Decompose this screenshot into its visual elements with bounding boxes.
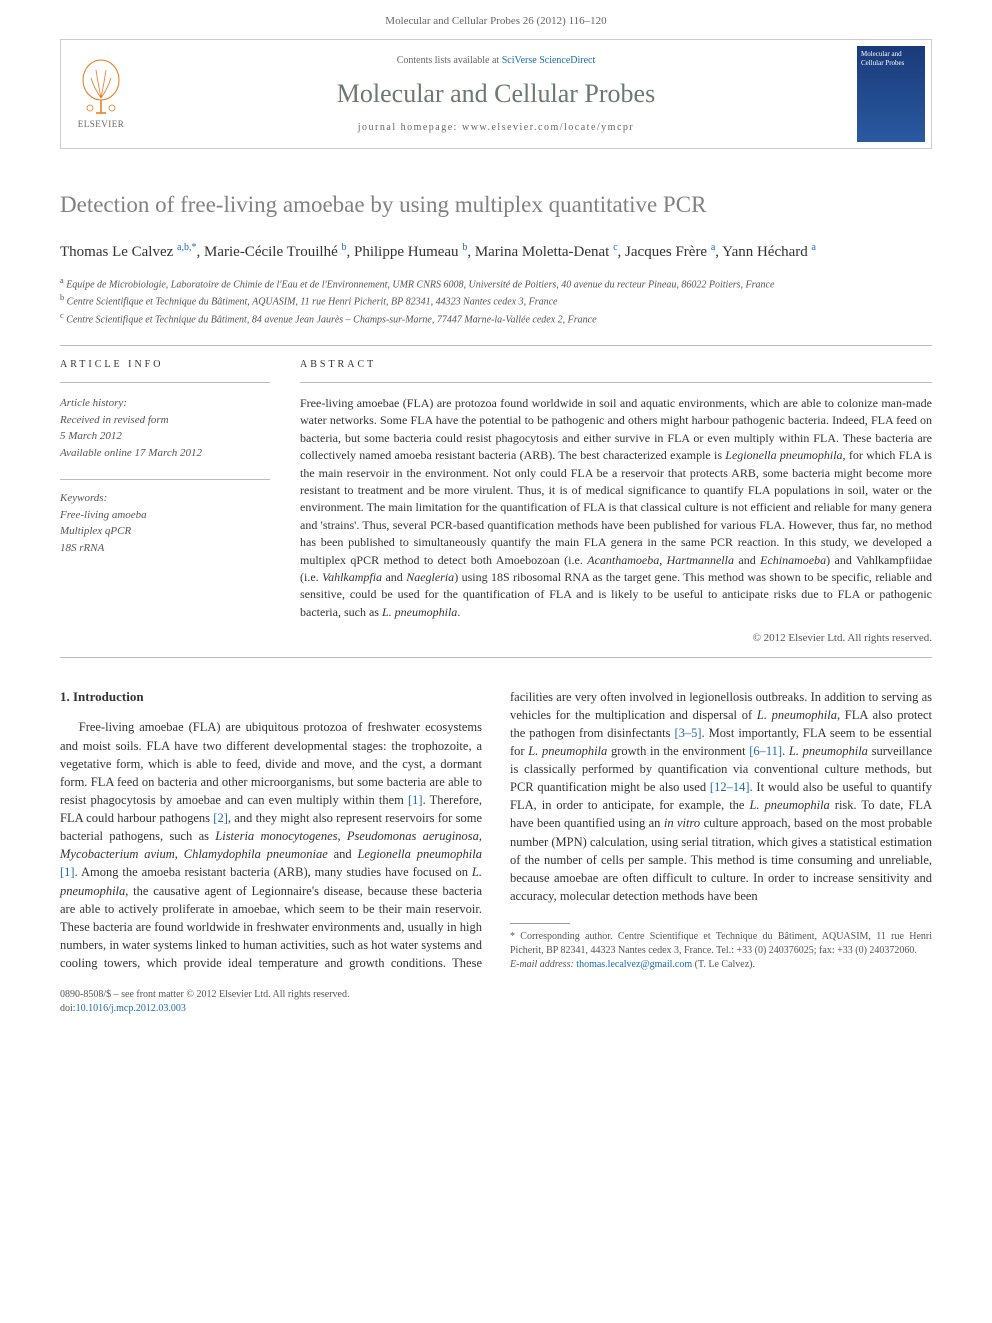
contents-lists-line: Contents lists available at SciVerse Sci…	[397, 54, 596, 68]
body-columns: 1. Introduction Free-living amoebae (FLA…	[60, 688, 932, 973]
homepage-url[interactable]: www.elsevier.com/locate/ymcpr	[462, 122, 634, 133]
contents-prefix: Contents lists available at	[397, 55, 502, 66]
ref-1b[interactable]: [1]	[60, 865, 75, 879]
journal-homepage: journal homepage: www.elsevier.com/locat…	[358, 121, 634, 135]
abstract-divider	[300, 382, 932, 383]
keyword-2: 18S rRNA	[60, 540, 270, 557]
email-label: E-mail address:	[510, 959, 576, 970]
section-1-heading: 1. Introduction	[60, 688, 482, 707]
elsevier-label: ELSEVIER	[78, 118, 125, 131]
corresponding-author-footnote: * Corresponding author. Centre Scientifi…	[510, 930, 932, 972]
abstract-heading: ABSTRACT	[300, 358, 932, 372]
keywords-label: Keywords:	[60, 490, 270, 507]
affiliation-a: a Equipe de Microbiologie, Laboratoire d…	[60, 275, 932, 292]
article-info-heading: ARTICLE INFO	[60, 358, 270, 372]
cover-title-text: Molecular and Cellular Probes	[857, 46, 925, 71]
keywords-block: Keywords: Free-living amoeba Multiplex q…	[60, 479, 270, 556]
doi-link[interactable]: 10.1016/j.mcp.2012.03.003	[76, 1003, 186, 1014]
abstract-col: ABSTRACT Free-living amoebae (FLA) are p…	[300, 358, 932, 646]
ref-2[interactable]: [2]	[213, 811, 228, 825]
journal-center: Contents lists available at SciVerse Sci…	[141, 40, 851, 148]
ref-12-14[interactable]: [12–14]	[710, 780, 750, 794]
journal-cover: Molecular and Cellular Probes	[851, 40, 931, 148]
footer-issn: 0890-8508/$ – see front matter © 2012 El…	[60, 988, 932, 1002]
divider-bottom	[60, 657, 932, 658]
cover-image: Molecular and Cellular Probes	[857, 46, 925, 142]
ref-3-5[interactable]: [3–5]	[674, 726, 701, 740]
history-label: Article history:	[60, 395, 270, 412]
ref-1[interactable]: [1]	[408, 793, 423, 807]
article-history: Article history: Received in revised for…	[60, 395, 270, 461]
email-suffix: (T. Le Calvez).	[692, 959, 755, 970]
corr-email-link[interactable]: thomas.lecalvez@gmail.com	[576, 959, 692, 970]
ref-6-11[interactable]: [6–11]	[749, 744, 782, 758]
affiliation-a-text: Equipe de Microbiologie, Laboratoire de …	[66, 279, 774, 290]
info-divider	[60, 382, 270, 383]
header-citation: Molecular and Cellular Probes 26 (2012) …	[0, 0, 992, 39]
doi-label: doi:	[60, 1003, 76, 1014]
homepage-label: journal homepage:	[358, 122, 462, 133]
footer-doi-line: doi:10.1016/j.mcp.2012.03.003	[60, 1002, 932, 1016]
author-list: Thomas Le Calvez a,b,*, Marie-Cécile Tro…	[60, 240, 932, 264]
elsevier-tree-icon	[76, 58, 126, 118]
history-received: Received in revised form	[60, 412, 270, 429]
info-abstract-row: ARTICLE INFO Article history: Received i…	[60, 358, 932, 646]
page-footer: 0890-8508/$ – see front matter © 2012 El…	[0, 972, 992, 1036]
affiliations: a Equipe de Microbiologie, Laboratoire d…	[60, 275, 932, 327]
corr-email-line: E-mail address: thomas.lecalvez@gmail.co…	[510, 958, 932, 972]
journal-masthead: ELSEVIER Contents lists available at Sci…	[60, 39, 932, 149]
history-received-date: 5 March 2012	[60, 428, 270, 445]
abstract-copyright: © 2012 Elsevier Ltd. All rights reserved…	[300, 631, 932, 646]
elsevier-logo: ELSEVIER	[61, 40, 141, 148]
affiliation-c: c Centre Scientifique et Technique du Bâ…	[60, 310, 932, 327]
article-title: Detection of free-living amoebae by usin…	[60, 189, 932, 221]
sciencedirect-link[interactable]: SciVerse ScienceDirect	[502, 55, 596, 66]
article-main: Detection of free-living amoebae by usin…	[0, 149, 992, 972]
history-online: Available online 17 March 2012	[60, 445, 270, 462]
affiliation-b: b Centre Scientifique et Technique du Bâ…	[60, 292, 932, 309]
keyword-0: Free-living amoeba	[60, 507, 270, 524]
affiliation-c-text: Centre Scientifique et Technique du Bâti…	[66, 314, 596, 325]
divider-top	[60, 345, 932, 346]
footnote-separator	[510, 923, 570, 924]
corr-author-text: * Corresponding author. Centre Scientifi…	[510, 930, 932, 958]
affiliation-b-text: Centre Scientifique et Technique du Bâti…	[67, 297, 558, 308]
journal-title: Molecular and Cellular Probes	[337, 76, 655, 112]
article-info-col: ARTICLE INFO Article history: Received i…	[60, 358, 270, 646]
abstract-text: Free-living amoebae (FLA) are protozoa f…	[300, 395, 932, 621]
keyword-1: Multiplex qPCR	[60, 523, 270, 540]
